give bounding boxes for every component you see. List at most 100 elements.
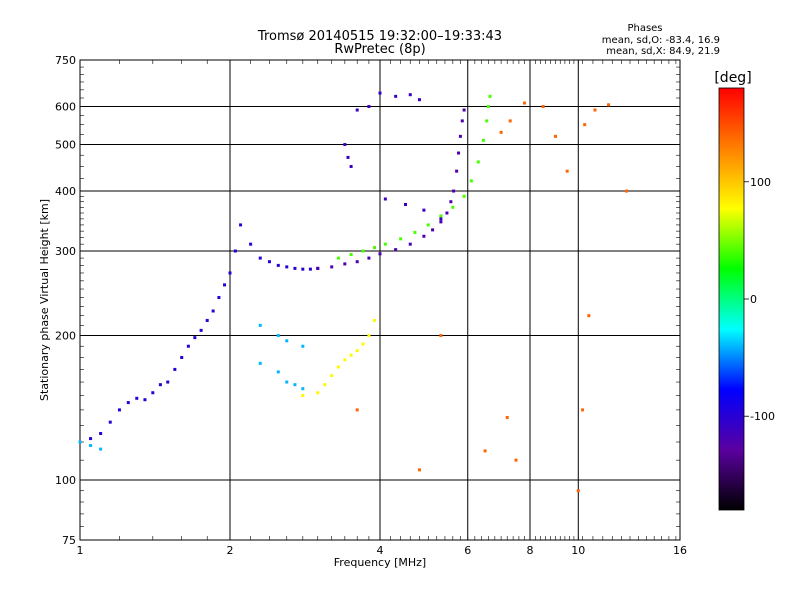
grid-lines: [80, 60, 680, 540]
echo-point: [199, 328, 203, 332]
echo-point: [285, 339, 289, 343]
echo-point: [408, 93, 412, 97]
echo-point: [457, 151, 461, 155]
echo-point: [343, 143, 347, 147]
echo-point: [258, 256, 262, 260]
echo-point: [355, 260, 359, 264]
echo-point: [117, 408, 121, 412]
x-tick-label: 8: [527, 544, 534, 557]
echo-point: [293, 266, 297, 270]
echo-point: [180, 355, 184, 359]
echo-point: [486, 105, 490, 109]
echo-point: [186, 344, 190, 348]
echo-point: [258, 323, 262, 327]
colorbar-tick-label: 100: [750, 176, 771, 189]
echo-point: [166, 380, 170, 384]
y-tick-label: 600: [55, 101, 76, 114]
echo-point: [361, 249, 365, 253]
echo-point: [89, 437, 93, 441]
echo-point: [349, 164, 353, 168]
echo-point: [417, 468, 421, 472]
echo-point: [394, 94, 398, 98]
echo-point: [308, 267, 312, 271]
echo-point: [336, 256, 340, 260]
echo-point: [285, 265, 289, 269]
echo-point: [143, 398, 147, 402]
echo-point: [343, 358, 347, 362]
y-tick-label: 100: [55, 474, 76, 487]
echo-point: [413, 230, 417, 234]
y-tick-label: 75: [62, 534, 76, 547]
echo-point: [481, 138, 485, 142]
echo-point: [403, 202, 407, 206]
colorbar-ticks: 100 0 -100: [744, 176, 775, 423]
echo-point: [485, 119, 489, 123]
echo-point: [193, 336, 197, 340]
echo-point: [462, 194, 466, 198]
echo-point: [449, 200, 453, 204]
chart-subtitle: RwPretec (8p): [334, 42, 425, 57]
echo-point: [239, 223, 243, 227]
echo-point: [228, 271, 232, 275]
echo-point: [523, 101, 527, 105]
echo-point: [394, 248, 398, 252]
stats-x-line: mean, sd,X: 84.9, 21.9: [606, 46, 720, 57]
echo-point: [223, 283, 227, 287]
y-tick-label: 400: [55, 185, 76, 198]
echo-point: [505, 415, 509, 419]
colorbar-label: [deg]: [714, 70, 751, 86]
x-tick-label: 2: [227, 544, 234, 557]
echo-point: [583, 123, 587, 127]
echo-point: [576, 489, 580, 493]
echo-point: [553, 134, 557, 138]
y-tick-labels: 75 100 200 300 400 500 600 750: [55, 54, 76, 547]
echo-points: [78, 91, 629, 493]
echo-point: [316, 391, 320, 395]
y-tick-label: 300: [55, 245, 76, 258]
echo-point: [330, 265, 334, 269]
echo-point: [233, 249, 237, 253]
x-tick-label: 4: [377, 544, 384, 557]
x-axis-label: Frequency [MHz]: [334, 556, 426, 569]
echo-point: [330, 374, 334, 378]
stats-o-line: mean, sd,O: -83.4, 16.9: [602, 35, 720, 46]
echo-point: [508, 119, 512, 123]
echo-point: [346, 155, 350, 159]
echo-point: [458, 134, 462, 138]
echo-point: [108, 420, 112, 424]
echo-point: [460, 119, 464, 123]
echo-point: [476, 160, 480, 164]
echo-point: [565, 169, 569, 173]
echo-point: [373, 318, 377, 322]
echo-point: [323, 383, 327, 387]
echo-point: [301, 267, 305, 271]
echo-point: [383, 197, 387, 201]
echo-point: [625, 189, 629, 193]
echo-point: [422, 234, 426, 238]
echo-point: [205, 318, 209, 322]
echo-point: [541, 105, 545, 109]
echo-point: [499, 130, 503, 134]
echo-point: [367, 256, 371, 260]
echo-point: [276, 334, 280, 338]
y-tick-label: 500: [55, 139, 76, 152]
echo-point: [514, 458, 518, 462]
echo-point: [439, 334, 443, 338]
echo-point: [445, 211, 449, 215]
echo-point: [373, 246, 377, 250]
echo-point: [336, 365, 340, 369]
echo-point: [355, 108, 359, 112]
echo-point: [151, 391, 155, 395]
echo-point: [349, 253, 353, 257]
echo-point: [399, 237, 403, 241]
stats-heading: Phases: [627, 23, 662, 34]
echo-point: [593, 108, 597, 112]
echo-point: [439, 214, 443, 218]
y-axis-label: Stationary phase Virtual Height [km]: [38, 199, 51, 401]
echo-point: [452, 189, 456, 193]
echo-point: [581, 408, 585, 412]
echo-point: [587, 314, 591, 318]
echo-point: [451, 205, 455, 209]
echo-point: [78, 440, 82, 444]
echo-point: [158, 383, 162, 387]
